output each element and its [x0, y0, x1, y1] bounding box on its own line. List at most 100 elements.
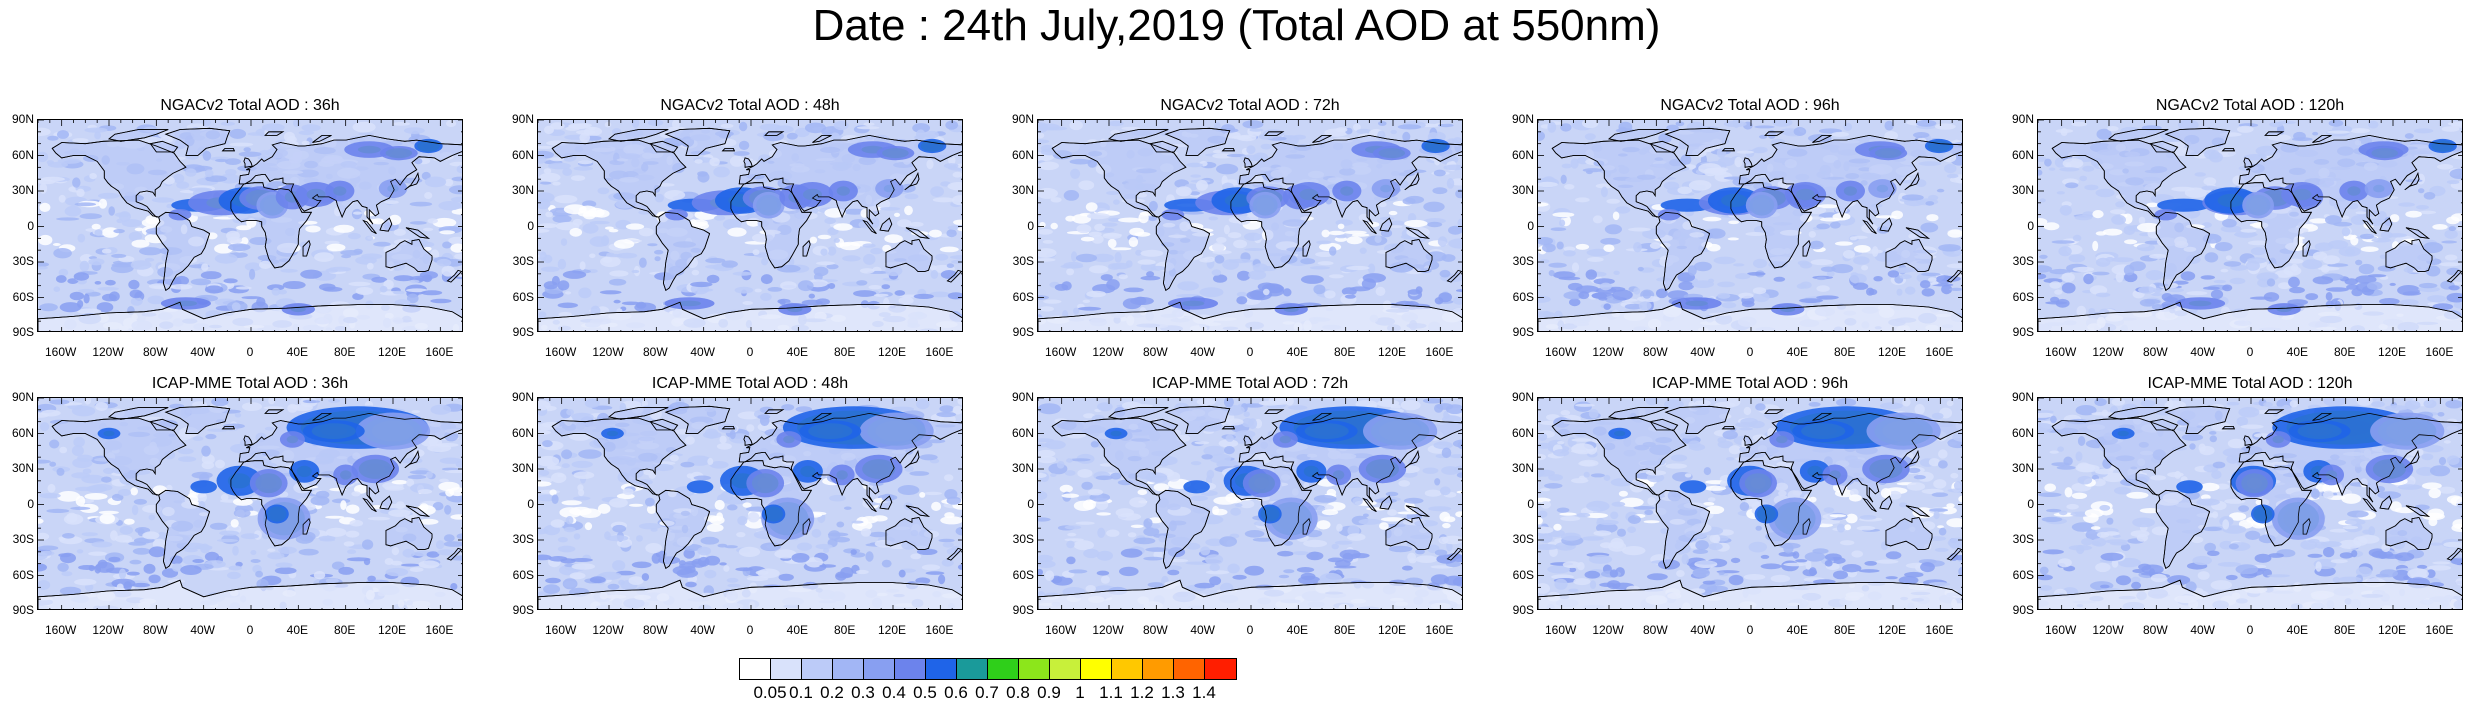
latitude-label: 30N [0, 462, 34, 474]
longitude-label: 160W [541, 624, 581, 636]
aod-map [2037, 397, 2463, 610]
latitude-label: 60S [0, 291, 34, 303]
longitude-label: 160W [1041, 624, 1081, 636]
longitude-label: 80W [1135, 346, 1175, 358]
longitude-label: 40W [1183, 624, 1223, 636]
colorbar-swatch [1112, 659, 1143, 679]
longitude-label: 0 [1230, 346, 1270, 358]
latitude-label: 90N [2000, 391, 2034, 403]
panel-title: ICAP-MME Total AOD : 120h [2037, 375, 2463, 393]
latitude-label: 90N [0, 113, 34, 125]
longitude-label: 120W [1088, 624, 1128, 636]
panel-title: NGACv2 Total AOD : 36h [37, 97, 463, 115]
latitude-label: 30S [2000, 255, 2034, 267]
latitude-label: 30S [1000, 533, 1034, 545]
latitude-label: 0 [1500, 220, 1534, 232]
longitude-label: 160W [41, 624, 81, 636]
longitude-label: 40W [1683, 624, 1723, 636]
longitude-label: 80E [325, 346, 365, 358]
latitude-label: 30N [1000, 184, 1034, 196]
longitude-label: 120W [588, 624, 628, 636]
aod-map [2037, 119, 2463, 332]
latitude-label: 90N [1000, 391, 1034, 403]
latitude-label: 90N [1500, 391, 1534, 403]
latitude-label: 60S [2000, 569, 2034, 581]
colorbar-swatch [802, 659, 833, 679]
longitude-label: 40E [777, 346, 817, 358]
latitude-label: 60S [1500, 291, 1534, 303]
colorbar-swatch [1205, 659, 1236, 679]
latitude-label: 30N [500, 462, 534, 474]
page-title: Date : 24th July,2019 (Total AOD at 550n… [0, 2, 2473, 50]
longitude-label: 40W [1683, 346, 1723, 358]
panel-title: ICAP-MME Total AOD : 72h [1037, 375, 1463, 393]
colorbar-swatch [864, 659, 895, 679]
longitude-label: 40W [183, 346, 223, 358]
longitude-label: 40E [2277, 624, 2317, 636]
longitude-label: 40W [2183, 624, 2223, 636]
colorbar-label: 1.4 [1184, 684, 1224, 702]
panel-title: NGACv2 Total AOD : 72h [1037, 97, 1463, 115]
latitude-label: 90S [0, 326, 34, 338]
longitude-label: 80W [635, 346, 675, 358]
longitude-label: 40E [1777, 346, 1817, 358]
latitude-label: 30S [0, 255, 34, 267]
latitude-label: 30S [500, 255, 534, 267]
latitude-label: 0 [0, 220, 34, 232]
latitude-label: 60N [0, 149, 34, 161]
longitude-label: 160W [541, 346, 581, 358]
longitude-label: 160W [1541, 624, 1581, 636]
latitude-label: 30N [2000, 184, 2034, 196]
latitude-label: 30N [0, 184, 34, 196]
latitude-label: 60N [1500, 427, 1534, 439]
longitude-label: 120E [372, 346, 412, 358]
longitude-label: 160W [41, 346, 81, 358]
colorbar-swatch [1050, 659, 1081, 679]
latitude-label: 30N [1500, 462, 1534, 474]
longitude-label: 40W [2183, 346, 2223, 358]
longitude-label: 120W [1088, 346, 1128, 358]
longitude-label: 80W [1635, 346, 1675, 358]
longitude-label: 80W [635, 624, 675, 636]
longitude-label: 80W [2135, 346, 2175, 358]
longitude-label: 0 [1230, 624, 1270, 636]
longitude-label: 160E [1419, 624, 1459, 636]
latitude-label: 90N [500, 391, 534, 403]
panel-title: NGACv2 Total AOD : 120h [2037, 97, 2463, 115]
colorbar-boxes [739, 658, 1237, 680]
longitude-label: 0 [230, 624, 270, 636]
latitude-label: 60N [1500, 149, 1534, 161]
colorbar-swatch [833, 659, 864, 679]
longitude-label: 80E [1325, 346, 1365, 358]
latitude-label: 60S [500, 569, 534, 581]
panel-title: ICAP-MME Total AOD : 36h [37, 375, 463, 393]
latitude-label: 90N [2000, 113, 2034, 125]
aod-map [1537, 397, 1963, 610]
longitude-label: 160E [1419, 346, 1459, 358]
aod-map [1537, 119, 1963, 332]
longitude-label: 80W [135, 624, 175, 636]
longitude-label: 40W [1183, 346, 1223, 358]
longitude-label: 160E [1919, 346, 1959, 358]
colorbar-swatch [1019, 659, 1050, 679]
longitude-label: 80E [1325, 624, 1365, 636]
colorbar-swatch [1143, 659, 1174, 679]
latitude-label: 60N [500, 427, 534, 439]
longitude-label: 80W [1635, 624, 1675, 636]
longitude-label: 160E [1919, 624, 1959, 636]
latitude-label: 0 [1000, 498, 1034, 510]
latitude-label: 90N [0, 391, 34, 403]
longitude-label: 0 [2230, 346, 2270, 358]
latitude-label: 0 [1000, 220, 1034, 232]
longitude-label: 80E [325, 624, 365, 636]
latitude-label: 60N [2000, 149, 2034, 161]
longitude-label: 40E [1277, 624, 1317, 636]
longitude-label: 160E [2419, 624, 2459, 636]
latitude-label: 30S [1500, 533, 1534, 545]
longitude-label: 80E [1825, 346, 1865, 358]
longitude-label: 80W [1135, 624, 1175, 636]
latitude-label: 60S [0, 569, 34, 581]
longitude-label: 120E [2372, 346, 2412, 358]
longitude-label: 160W [2041, 624, 2081, 636]
